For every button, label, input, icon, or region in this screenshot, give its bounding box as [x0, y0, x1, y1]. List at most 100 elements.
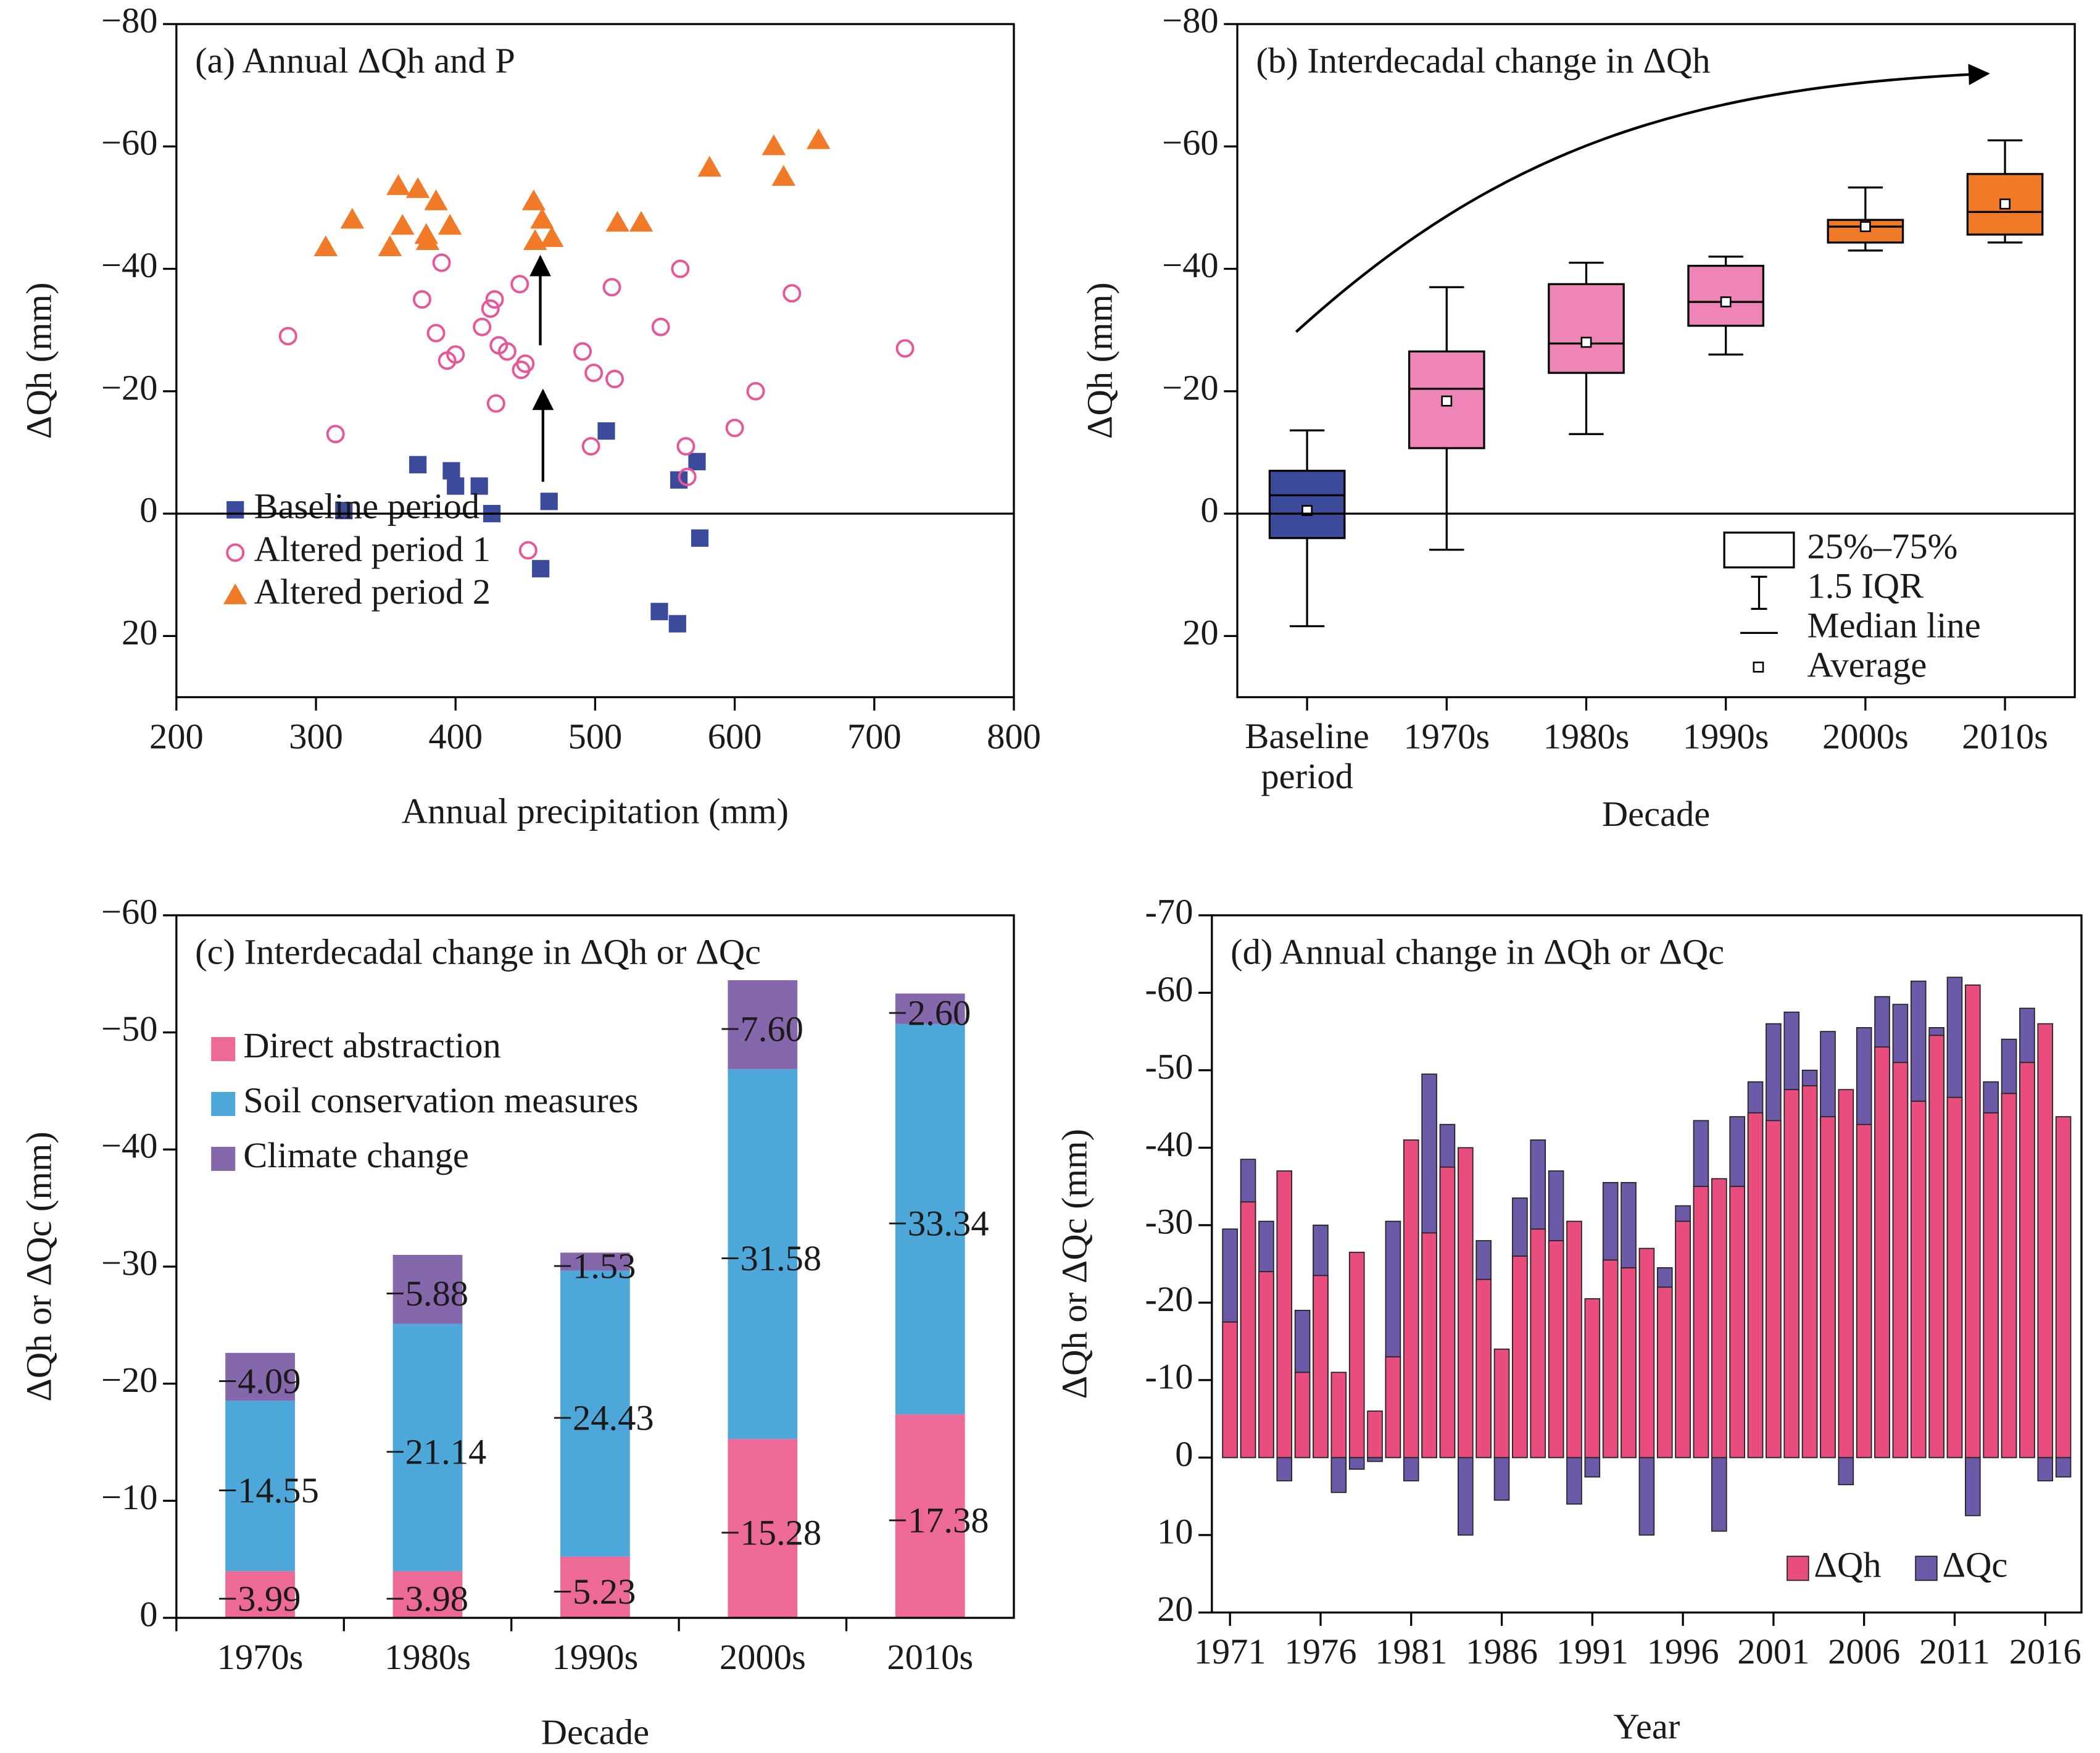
x-tick-label: 400: [428, 716, 483, 756]
x-tick-label: 2016: [2009, 1631, 2081, 1672]
bar: [1222, 1321, 1238, 1459]
bar: [1766, 1120, 1782, 1459]
bar: [1548, 1240, 1564, 1459]
bar: [1801, 1085, 1818, 1459]
point: [226, 501, 244, 519]
bar: [1693, 1186, 1709, 1459]
bar: [1512, 1255, 1528, 1459]
bar-segment: [225, 1401, 295, 1572]
bar: [2055, 1457, 2072, 1478]
bar: [1258, 1271, 1274, 1459]
x-axis-label: Annual precipitation (mm): [402, 791, 789, 831]
bar: [1711, 1178, 1727, 1459]
legend-label: 25%–75%: [1807, 526, 1958, 566]
point: [771, 165, 795, 186]
data-label: −5.88: [385, 1273, 468, 1314]
data-label: −24.43: [552, 1398, 654, 1438]
bar: [1874, 1046, 1890, 1459]
point: [313, 235, 338, 256]
y-tick-label: 0: [139, 490, 157, 530]
point: [697, 156, 722, 177]
point: [446, 345, 465, 364]
y-tick-label: -30: [1145, 1201, 1193, 1241]
bar: [1584, 1457, 1601, 1478]
chart-title: (d) Annual change in ΔQh or ΔQc: [1231, 931, 1724, 972]
legend-label: Median line: [1807, 605, 1981, 645]
y-tick-label: 10: [1157, 1511, 1193, 1551]
y-tick-label: 20: [122, 612, 158, 652]
y-tick-label: −80: [101, 0, 158, 40]
y-tick-label: -40: [1145, 1124, 1193, 1164]
x-tick-label: 1971: [1194, 1631, 1266, 1672]
legend-label: 1.5 IQR: [1807, 565, 1924, 606]
y-tick-label: 0: [1200, 490, 1218, 530]
point: [278, 327, 297, 346]
x-tick-label: 2000s: [1822, 716, 1909, 756]
x-tick-label: 2006: [1828, 1631, 1900, 1672]
mean: [1720, 296, 1732, 307]
plot-frame: [1211, 914, 2083, 1614]
x-axis-label: Decade: [541, 1712, 649, 1752]
point: [668, 615, 686, 633]
bar: [1348, 1251, 1365, 1459]
bar: [1367, 1410, 1383, 1459]
bar-segment: [895, 993, 965, 1024]
point: [412, 290, 431, 309]
point: [516, 354, 535, 373]
bar: [1530, 1228, 1546, 1459]
legend-label: Baseline period: [254, 486, 480, 526]
x-tick-label: 200: [149, 716, 204, 756]
mean: [1441, 395, 1453, 407]
point: [481, 299, 500, 318]
mean: [1999, 198, 2011, 210]
bar-segment: [392, 1323, 463, 1572]
point: [688, 452, 706, 470]
bar: [1475, 1278, 1492, 1459]
x-tick-label: 800: [987, 716, 1041, 756]
point: [540, 493, 558, 510]
bar: [1276, 1457, 1293, 1481]
y-tick-label: -60: [1145, 969, 1193, 1009]
point: [584, 364, 604, 383]
plot-frame: [1236, 23, 2076, 699]
point: [540, 226, 564, 248]
bar: [1367, 1457, 1383, 1462]
bar: [2055, 1116, 2072, 1459]
chart-title: (a) Annual ΔQh and P: [195, 40, 515, 80]
legend-label: ΔQc: [1943, 1544, 2008, 1584]
legend-swatch: [1915, 1555, 1938, 1581]
point: [424, 189, 448, 210]
x-tick-label: 2000s: [720, 1637, 806, 1677]
y-axis-label: ΔQh (mm): [19, 282, 59, 439]
point: [223, 583, 247, 604]
bar: [1385, 1356, 1401, 1459]
bar: [1638, 1457, 1655, 1536]
point: [605, 370, 625, 388]
x-tick-label: 2011: [1919, 1631, 1990, 1672]
legend-swatch: [211, 1146, 236, 1171]
point: [473, 317, 492, 336]
point: [725, 418, 744, 438]
data-label: −17.38: [887, 1501, 989, 1541]
point: [391, 214, 415, 235]
point: [678, 467, 697, 486]
x-tick-label: 1980s: [1543, 716, 1630, 756]
x-tick-label: 2001: [1737, 1631, 1809, 1672]
bar: [1566, 1457, 1582, 1505]
y-tick-label: −20: [1162, 367, 1219, 407]
legend-swatch: [211, 1092, 236, 1117]
bar: [1493, 1457, 1510, 1501]
data-label: −2.60: [887, 993, 971, 1033]
bar: [1820, 1116, 1836, 1459]
bar: [1421, 1232, 1437, 1459]
point: [523, 229, 547, 251]
plot-frame: [175, 914, 1015, 1619]
bar: [1892, 1062, 1909, 1459]
point: [782, 284, 802, 303]
legend-label: Climate change: [243, 1135, 469, 1175]
legend-box-icon: [1723, 531, 1795, 568]
y-tick-label: −10: [101, 1477, 158, 1517]
bar: [1965, 984, 1981, 1459]
point: [676, 437, 695, 456]
